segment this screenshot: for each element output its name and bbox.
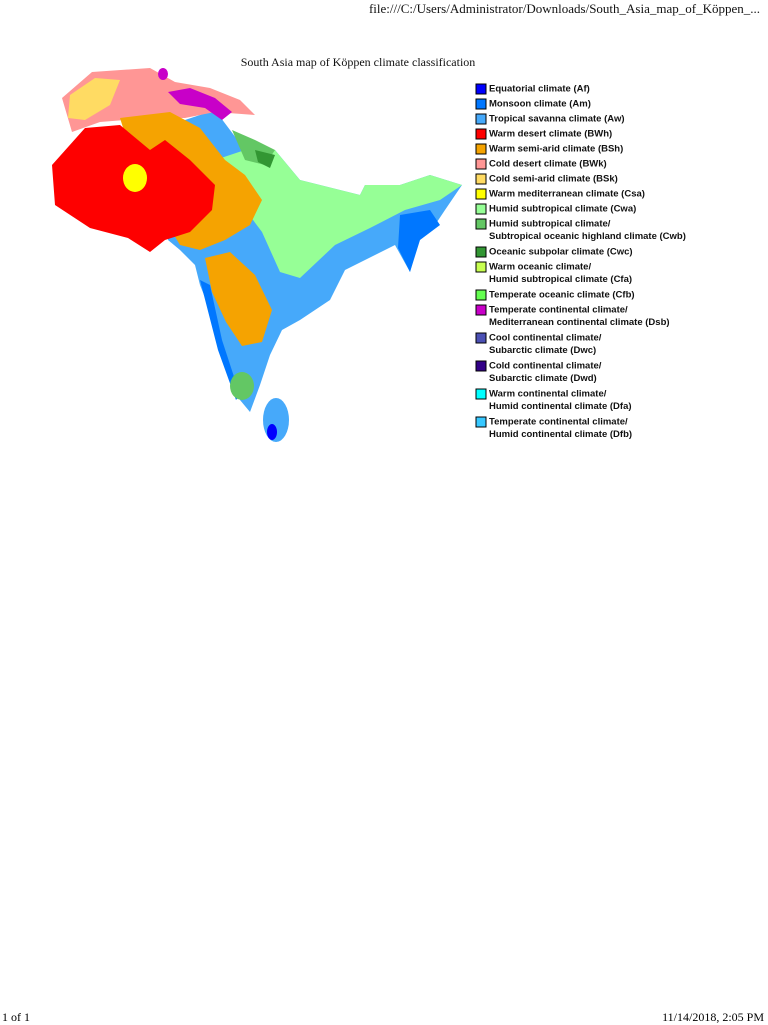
region-dsb	[168, 88, 232, 120]
legend-label: Cold continental climate/	[489, 361, 602, 372]
region-am	[398, 210, 440, 272]
legend-label: Humid subtropical climate (Cfa)	[489, 274, 632, 285]
legend-label: Warm semi-arid climate (BSh)	[489, 144, 623, 155]
legend-label: Equatorial climate (Af)	[489, 84, 590, 95]
legend-label: Warm mediterranean climate (Csa)	[489, 189, 645, 200]
footer-page: 1 of 1	[2, 1010, 30, 1024]
legend-label: Subtropical oceanic highland climate (Cw…	[489, 231, 686, 242]
legend-swatch	[475, 143, 487, 155]
legend-label: Warm oceanic climate/	[489, 262, 591, 273]
legend: Equatorial climate (Af) Monsoon climate (…	[475, 83, 686, 440]
legend-swatch	[475, 158, 487, 170]
legend-label: Subarctic climate (Dwd)	[489, 373, 597, 384]
map-title: South Asia map of Köppen climate classif…	[240, 55, 476, 69]
legend-swatch	[475, 98, 487, 110]
legend-label: Cool continental climate/	[489, 333, 602, 344]
legend-label: Humid subtropical climate (Cwa)	[489, 204, 636, 215]
legend-label: Humid continental climate (Dfb)	[489, 429, 632, 440]
legend-label: Humid subtropical climate/	[489, 219, 611, 230]
legend-swatch	[475, 416, 487, 428]
legend-label: Cold desert climate (BWk)	[489, 159, 607, 170]
legend-swatch	[475, 218, 487, 230]
legend-swatch	[475, 360, 487, 372]
region-bsh-deccan	[205, 252, 272, 346]
region-cwb-south	[230, 372, 254, 400]
map	[52, 68, 462, 442]
legend-swatch	[475, 261, 487, 273]
footer-datetime: 11/14/2018, 2:05 PM	[662, 1010, 764, 1024]
legend-swatch	[475, 173, 487, 185]
region-cwc	[255, 150, 275, 168]
region-csa	[123, 164, 147, 192]
legend-swatch	[475, 188, 487, 200]
legend-label: Temperate continental climate/	[489, 305, 628, 316]
header-url: file:///C:/Users/Administrator/Downloads…	[368, 1, 760, 16]
legend-label: Warm continental climate/	[489, 389, 607, 400]
legend-swatch	[475, 83, 487, 95]
legend-label: Temperate continental climate/	[489, 417, 628, 428]
region-dsb-2	[158, 68, 168, 80]
legend-label: Cold semi-arid climate (BSk)	[489, 174, 618, 185]
legend-label: Mediterranean continental climate (Dsb)	[489, 317, 670, 328]
legend-label: Humid continental climate (Dfa)	[489, 401, 632, 412]
legend-label: Temperate oceanic climate (Cfb)	[489, 290, 635, 301]
legend-swatch	[475, 304, 487, 316]
sri-lanka-af	[267, 424, 277, 440]
legend-swatch	[475, 246, 487, 258]
legend-swatch	[475, 388, 487, 400]
legend-swatch	[475, 289, 487, 301]
region-cwa	[215, 150, 462, 278]
legend-label: Tropical savanna climate (Aw)	[489, 114, 625, 125]
legend-swatch	[475, 113, 487, 125]
legend-label: Monsoon climate (Am)	[489, 99, 591, 110]
region-bsk	[68, 78, 120, 120]
legend-label: Oceanic subpolar climate (Cwc)	[489, 247, 633, 258]
legend-swatch	[475, 332, 487, 344]
region-am-west	[200, 280, 240, 400]
legend-swatch	[475, 203, 487, 215]
legend-swatch	[475, 128, 487, 140]
legend-label: Subarctic climate (Dwc)	[489, 345, 596, 356]
legend-label: Warm desert climate (BWh)	[489, 129, 612, 140]
